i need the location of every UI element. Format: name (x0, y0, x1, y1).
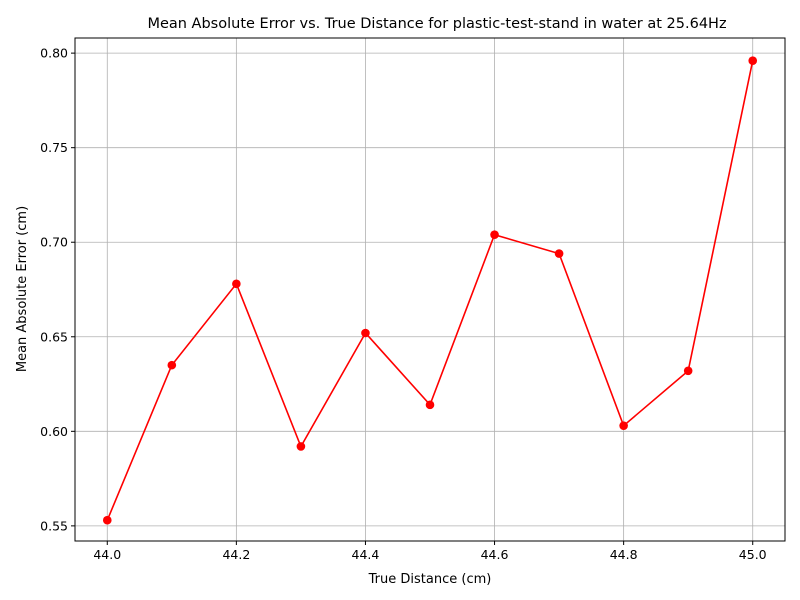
x-tick-label: 45.0 (739, 547, 767, 562)
data-point (361, 328, 370, 338)
y-axis-label: Mean Absolute Error (cm) (15, 206, 30, 372)
data-point (296, 442, 306, 451)
y-tick-label: 0.70 (40, 235, 68, 250)
x-axis-ticks: 44.0 44.2 44.4 44.6 44.8 45.0 (93, 541, 767, 562)
y-tick-label: 0.60 (40, 424, 68, 439)
data-point (102, 515, 112, 525)
data-point (683, 366, 693, 376)
x-tick-label: 44.2 (222, 547, 250, 562)
series-line (106, 60, 754, 521)
y-tick-label: 0.65 (40, 329, 68, 344)
x-tick-label: 44.0 (93, 547, 121, 562)
x-axis-label: True Distance (cm) (368, 572, 492, 587)
data-point (490, 230, 499, 239)
x-tick-label: 44.4 (352, 547, 380, 562)
data-point (619, 421, 628, 430)
y-tick-label: 0.55 (40, 518, 68, 533)
grid (75, 38, 785, 541)
y-axis-ticks: 0.55 0.60 0.65 0.70 0.75 0.80 (40, 46, 75, 533)
chart-title: Mean Absolute Error vs. True Distance fo… (147, 16, 726, 32)
series-layer (102, 56, 758, 525)
y-tick-label: 0.80 (40, 46, 68, 61)
data-point (748, 56, 758, 65)
data-point (554, 249, 564, 258)
plot-frame (74, 37, 786, 542)
data-point (167, 360, 177, 370)
x-tick-label: 44.6 (481, 547, 509, 562)
data-point (425, 400, 435, 410)
data-point (232, 279, 241, 289)
y-tick-label: 0.75 (40, 140, 68, 155)
x-tick-label: 44.8 (610, 547, 638, 562)
